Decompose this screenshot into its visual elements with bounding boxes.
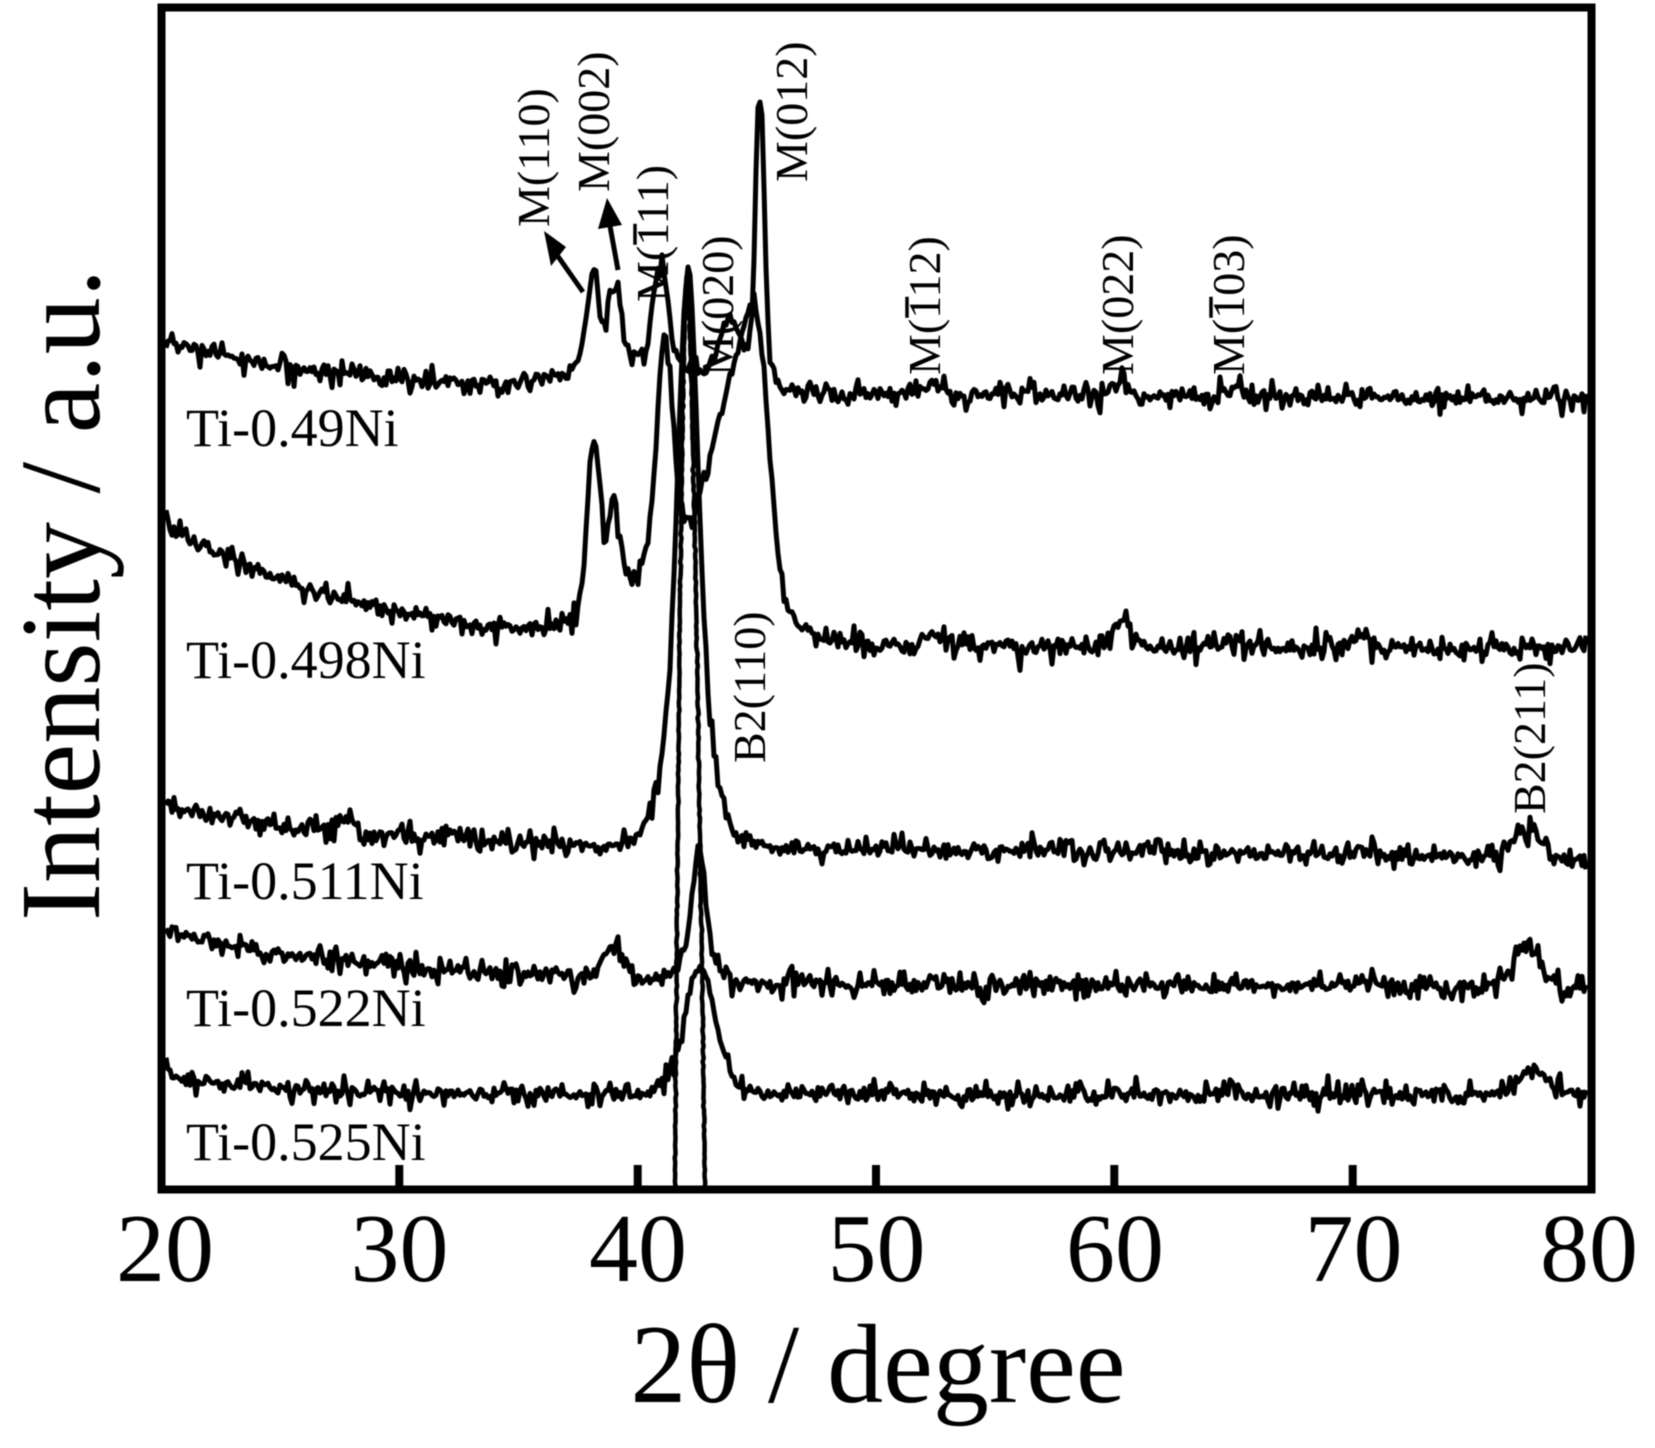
svg-text:Ti-0.525Ni: Ti-0.525Ni	[186, 1112, 426, 1172]
svg-text:80: 80	[1540, 1195, 1638, 1303]
svg-text:M(020): M(020)	[692, 235, 743, 376]
svg-text:Ti-0.49Ni: Ti-0.49Ni	[186, 398, 399, 458]
svg-text:Ti-0.498Ni: Ti-0.498Ni	[186, 630, 426, 690]
svg-text:Ti-0.522Ni: Ti-0.522Ni	[186, 978, 426, 1038]
svg-text:B2(211): B2(211)	[1504, 662, 1555, 814]
svg-text:Ti-0.511Ni: Ti-0.511Ni	[186, 851, 424, 911]
svg-text:Intensity / a.u.: Intensity / a.u.	[0, 269, 124, 921]
svg-text:60: 60	[1066, 1195, 1164, 1303]
svg-text:30: 30	[351, 1195, 449, 1303]
svg-text:40: 40	[589, 1195, 687, 1303]
svg-text:2θ / degree: 2θ / degree	[630, 1303, 1125, 1427]
svg-text:M(110): M(110)	[508, 88, 559, 227]
svg-text:70: 70	[1305, 1195, 1403, 1303]
svg-text:M(012): M(012)	[766, 41, 817, 182]
svg-text:20: 20	[116, 1195, 214, 1303]
svg-text:B2(110): B2(110)	[724, 611, 775, 763]
svg-text:M(022): M(022)	[1092, 234, 1143, 375]
svg-text:M(002): M(002)	[568, 51, 619, 192]
svg-text:50: 50	[828, 1195, 926, 1303]
